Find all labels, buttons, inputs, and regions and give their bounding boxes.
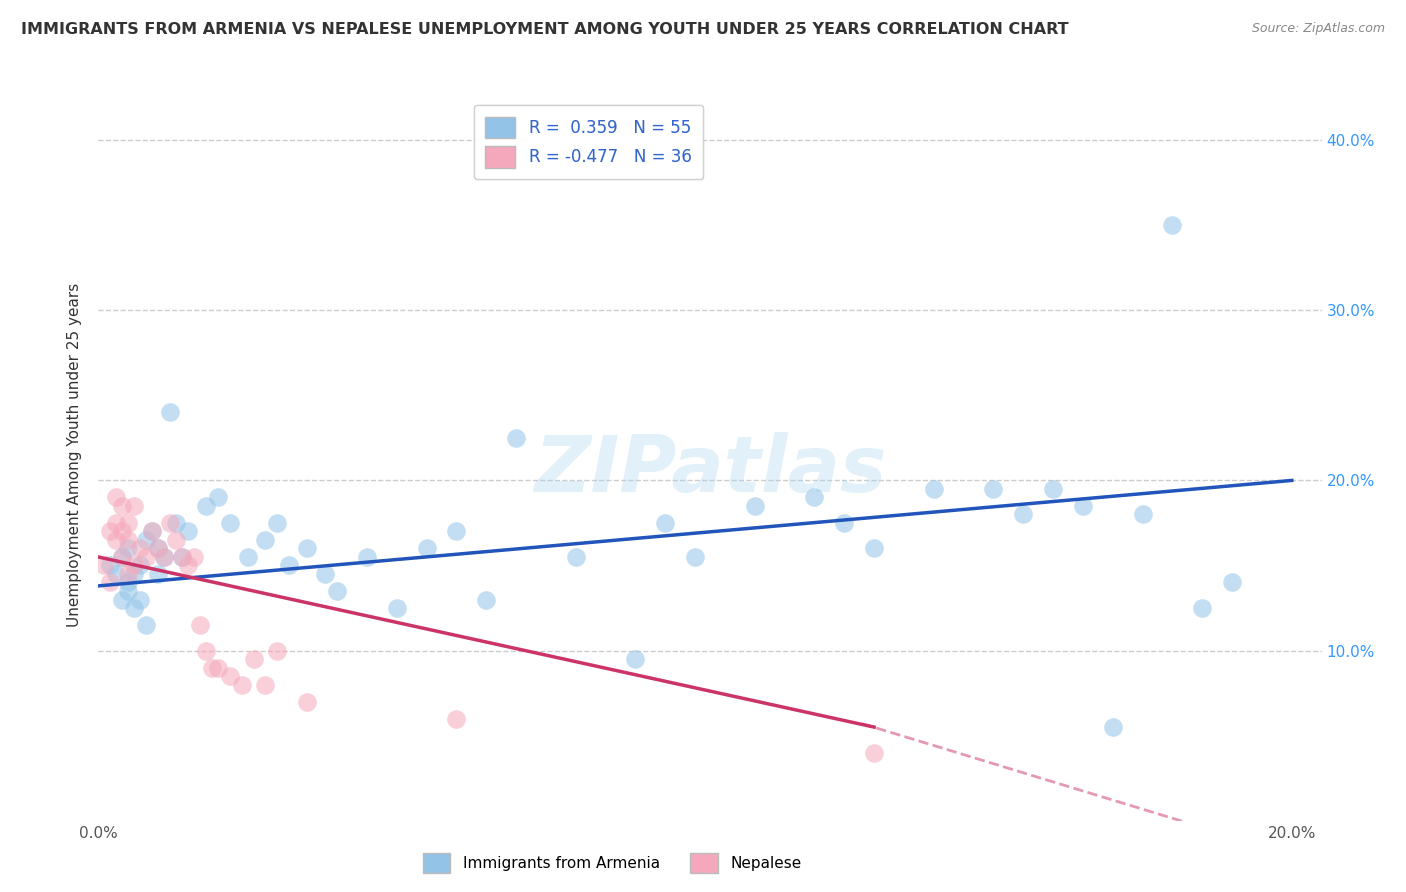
Point bbox=[117, 533, 139, 547]
Point bbox=[122, 601, 145, 615]
Point bbox=[218, 669, 240, 683]
Point bbox=[654, 516, 676, 530]
Point bbox=[117, 584, 139, 599]
Point bbox=[111, 499, 134, 513]
Point bbox=[165, 533, 187, 547]
Point bbox=[314, 566, 336, 581]
Point bbox=[170, 549, 193, 564]
Point bbox=[266, 516, 288, 530]
Point bbox=[803, 491, 825, 505]
Point bbox=[117, 566, 139, 581]
Point bbox=[194, 643, 217, 657]
Point bbox=[326, 584, 349, 599]
Point bbox=[863, 746, 886, 760]
Point bbox=[385, 601, 408, 615]
Point bbox=[983, 482, 1005, 496]
Point bbox=[159, 516, 181, 530]
Point bbox=[278, 558, 301, 573]
Point bbox=[177, 558, 200, 573]
Point bbox=[744, 499, 766, 513]
Point bbox=[1161, 219, 1184, 233]
Point bbox=[194, 499, 217, 513]
Text: ZIPatlas: ZIPatlas bbox=[534, 432, 886, 508]
Point bbox=[863, 541, 886, 556]
Point bbox=[146, 541, 169, 556]
Point bbox=[111, 592, 134, 607]
Point bbox=[117, 541, 139, 556]
Point bbox=[135, 618, 157, 632]
Point bbox=[129, 541, 152, 556]
Point bbox=[105, 491, 128, 505]
Point bbox=[141, 524, 163, 539]
Point bbox=[415, 541, 437, 556]
Point bbox=[117, 516, 139, 530]
Point bbox=[105, 566, 128, 581]
Y-axis label: Unemployment Among Youth under 25 years: Unemployment Among Youth under 25 years bbox=[67, 283, 83, 627]
Point bbox=[122, 558, 145, 573]
Point bbox=[218, 516, 240, 530]
Point bbox=[183, 549, 205, 564]
Point bbox=[98, 575, 121, 590]
Point bbox=[832, 516, 855, 530]
Point bbox=[1071, 499, 1094, 513]
Point bbox=[231, 677, 253, 691]
Point bbox=[122, 499, 145, 513]
Point bbox=[129, 558, 152, 573]
Point bbox=[153, 549, 176, 564]
Point bbox=[254, 533, 277, 547]
Point bbox=[624, 652, 647, 666]
Point bbox=[98, 524, 121, 539]
Point bbox=[446, 712, 468, 726]
Text: Source: ZipAtlas.com: Source: ZipAtlas.com bbox=[1251, 22, 1385, 36]
Point bbox=[135, 549, 157, 564]
Point bbox=[356, 549, 378, 564]
Point bbox=[170, 549, 193, 564]
Point bbox=[153, 549, 176, 564]
Point bbox=[122, 566, 145, 581]
Point bbox=[475, 592, 498, 607]
Point bbox=[111, 549, 134, 564]
Point bbox=[146, 541, 169, 556]
Point bbox=[1042, 482, 1064, 496]
Point bbox=[159, 405, 181, 419]
Point bbox=[111, 524, 134, 539]
Text: IMMIGRANTS FROM ARMENIA VS NEPALESE UNEMPLOYMENT AMONG YOUTH UNDER 25 YEARS CORR: IMMIGRANTS FROM ARMENIA VS NEPALESE UNEM… bbox=[21, 22, 1069, 37]
Point bbox=[1191, 601, 1213, 615]
Point bbox=[683, 549, 706, 564]
Point bbox=[1101, 720, 1123, 734]
Point bbox=[135, 533, 157, 547]
Point bbox=[242, 652, 264, 666]
Point bbox=[188, 618, 211, 632]
Point bbox=[922, 482, 945, 496]
Point bbox=[146, 566, 169, 581]
Point bbox=[98, 558, 121, 573]
Legend: Immigrants from Armenia, Nepalese: Immigrants from Armenia, Nepalese bbox=[416, 847, 807, 879]
Point bbox=[505, 431, 527, 445]
Point bbox=[254, 677, 277, 691]
Point bbox=[297, 541, 319, 556]
Point bbox=[201, 660, 224, 674]
Point bbox=[117, 575, 139, 590]
Point bbox=[236, 549, 259, 564]
Point bbox=[446, 524, 468, 539]
Point bbox=[1012, 508, 1035, 522]
Point bbox=[565, 549, 588, 564]
Point bbox=[207, 491, 229, 505]
Point bbox=[105, 533, 128, 547]
Point bbox=[111, 549, 134, 564]
Point bbox=[266, 643, 288, 657]
Point bbox=[207, 660, 229, 674]
Point bbox=[141, 524, 163, 539]
Point bbox=[297, 695, 319, 709]
Point bbox=[177, 524, 200, 539]
Point bbox=[105, 516, 128, 530]
Point bbox=[1132, 508, 1154, 522]
Point bbox=[129, 592, 152, 607]
Point bbox=[1220, 575, 1243, 590]
Point bbox=[165, 516, 187, 530]
Point bbox=[93, 558, 115, 573]
